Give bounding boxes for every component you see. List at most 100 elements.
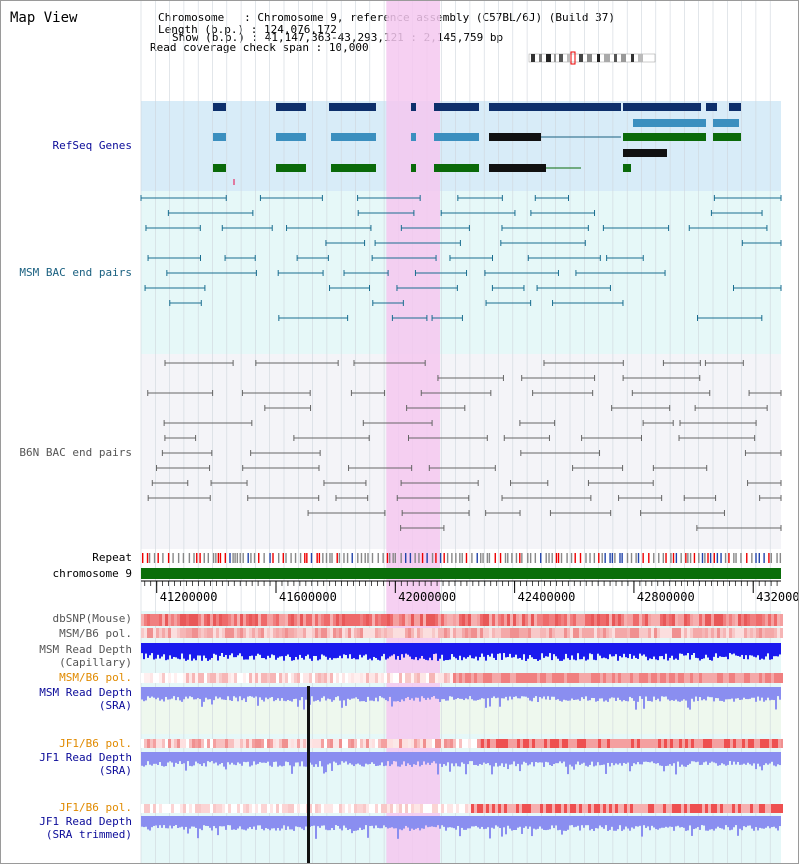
track-label-msm-depth-sra-2[interactable]: (SRA)	[98, 699, 132, 712]
msm-b6-pol-cell	[588, 628, 591, 638]
jf1-depth-trim-bar	[361, 816, 363, 831]
msm-b6-pol-cell	[447, 628, 450, 638]
repeat-element	[716, 553, 719, 563]
jf1-depth-sra-bar	[717, 752, 719, 766]
msm-depth-sra-bar	[311, 687, 313, 697]
msm-depth-cap-bar	[725, 643, 727, 657]
msm-b6-pol-cell	[156, 628, 159, 638]
track-label-b6n-bac[interactable]: B6N BAC end pairs	[19, 446, 132, 459]
msm-depth-cap-bar	[447, 643, 449, 661]
jf1-depth-sra-bar	[489, 752, 491, 766]
track-label-jf1-depth-sra-1[interactable]: JF1 Read Depth	[39, 751, 132, 764]
track-label-jf1-b6-pol-2[interactable]: JF1/B6 pol.	[59, 801, 132, 814]
track-label-jf1-depth-sra-2[interactable]: (SRA)	[98, 764, 132, 777]
jf1-depth-trim-bar	[191, 816, 193, 827]
msm-b6-pol2-cell	[603, 673, 606, 683]
msm-depth-sra-bar	[361, 687, 363, 702]
dbsnp-cell	[573, 614, 576, 626]
msm-b6-pol2-cell	[342, 673, 345, 683]
jf1-depth-trim-bar	[505, 816, 507, 835]
dbsnp-cell	[465, 614, 468, 626]
msm-b6-pol2-cell	[159, 673, 162, 683]
jf1-depth-sra-bar	[283, 752, 285, 766]
jf1-b6-pol2-cell	[519, 804, 522, 813]
jf1-depth-trim-bar	[171, 816, 173, 829]
jf1-depth-sra-bar	[715, 752, 717, 764]
msm-b6-pol2-cell	[381, 673, 384, 683]
track-label-msm-depth-cap-2[interactable]: (Capillary)	[59, 656, 132, 669]
track-label-msm-b6-pol-2[interactable]: MSM/B6 pol.	[59, 671, 132, 684]
track-label-jf1-b6-pol[interactable]: JF1/B6 pol.	[59, 737, 132, 750]
jf1-b6-pol2-cell	[564, 804, 567, 813]
msm-depth-cap-bar	[167, 643, 169, 660]
jf1-depth-trim-bar	[733, 816, 735, 828]
msm-depth-cap-bar	[587, 643, 589, 660]
repeat-element	[720, 553, 722, 563]
jf1-b6-pol2-cell	[351, 804, 354, 813]
jf1-depth-sra-bar	[483, 752, 485, 763]
msm-b6-pol-cell	[507, 628, 510, 638]
msm-depth-sra-bar	[483, 687, 485, 699]
msm-b6-pol2-cell	[519, 673, 522, 683]
track-label-msm-depth-sra-1[interactable]: MSM Read Depth	[39, 686, 132, 699]
track-label-refseq[interactable]: RefSeq Genes	[52, 139, 132, 152]
jf1-depth-sra-bar	[455, 752, 457, 764]
dbsnp-cell	[228, 614, 231, 626]
jf1-depth-trim-bar	[737, 816, 739, 836]
jf1-depth-trim-bar	[707, 816, 709, 831]
msm-depth-sra-bar	[569, 687, 571, 701]
dbsnp-cell	[672, 614, 675, 626]
repeat-element	[560, 553, 563, 563]
jf1-b6-pol-cell	[505, 739, 508, 748]
track-label-repeat[interactable]: Repeat	[92, 551, 132, 564]
jf1-b6-pol2-cell	[768, 804, 771, 813]
msm-b6-pol-cell	[573, 628, 576, 638]
jf1-b6-pol2-cell	[153, 804, 156, 813]
msm-depth-sra-bar	[351, 687, 353, 699]
jf1-depth-sra-bar	[151, 752, 153, 766]
jf1-b6-pol2-cell	[606, 804, 609, 813]
jf1-depth-sra-bar	[195, 752, 197, 762]
jf1-depth-sra-bar	[147, 752, 149, 762]
msm-b6-pol-cell	[183, 628, 186, 638]
msm-b6-pol-cell	[450, 628, 453, 638]
jf1-depth-sra-bar	[425, 752, 427, 765]
msm-depth-cap-bar	[581, 643, 583, 660]
track-label-jf1-depth-trim-1[interactable]: JF1 Read Depth	[39, 815, 132, 828]
jf1-depth-sra-bar	[527, 752, 529, 766]
msm-depth-sra-bar	[595, 687, 597, 702]
msm-depth-sra-bar	[251, 687, 253, 697]
msm-depth-cap-bar	[455, 643, 457, 659]
jf1-b6-pol-cell	[465, 739, 468, 748]
dbsnp-cell	[216, 614, 219, 626]
jf1-depth-trim-bar	[469, 816, 471, 829]
repeat-element	[680, 553, 682, 563]
jf1-depth-sra-bar	[415, 752, 417, 765]
msm-b6-pol2-cell	[471, 673, 474, 683]
track-label-msm-depth-cap-1[interactable]: MSM Read Depth	[39, 643, 132, 656]
jf1-depth-sra-bar	[631, 752, 633, 767]
jf1-depth-trim-bar	[479, 816, 481, 829]
refseq-gene-exon	[623, 103, 701, 111]
ideogram-band	[567, 54, 570, 62]
msm-b6-pol-cell	[309, 628, 312, 638]
msm-depth-sra-bar	[747, 687, 749, 700]
msm-depth-sra-bar	[175, 687, 177, 701]
jf1-b6-pol2-cell	[162, 804, 165, 813]
msm-depth-sra-bar	[633, 687, 635, 701]
msm-b6-pol-cell	[354, 628, 357, 638]
track-label-msm-b6-pol[interactable]: MSM/B6 pol.	[59, 627, 132, 640]
track-label-chromosome[interactable]: chromosome 9	[52, 567, 132, 580]
track-label-jf1-depth-trim-2[interactable]: (SRA trimmed)	[45, 828, 132, 841]
msm-depth-sra-bar	[323, 687, 325, 697]
track-label-dbsnp[interactable]: dbSNP(Mouse)	[52, 612, 132, 625]
msm-b6-pol2-cell	[276, 673, 279, 683]
msm-depth-cap-bar	[541, 643, 543, 654]
msm-b6-pol2-cell	[330, 673, 333, 683]
track-label-msm-bac[interactable]: MSM BAC end pairs	[19, 266, 132, 279]
repeat-element	[435, 553, 437, 563]
msm-b6-pol-cell	[453, 628, 456, 638]
msm-b6-pol2-cell	[273, 673, 276, 683]
jf1-depth-sra-bar	[217, 752, 219, 766]
